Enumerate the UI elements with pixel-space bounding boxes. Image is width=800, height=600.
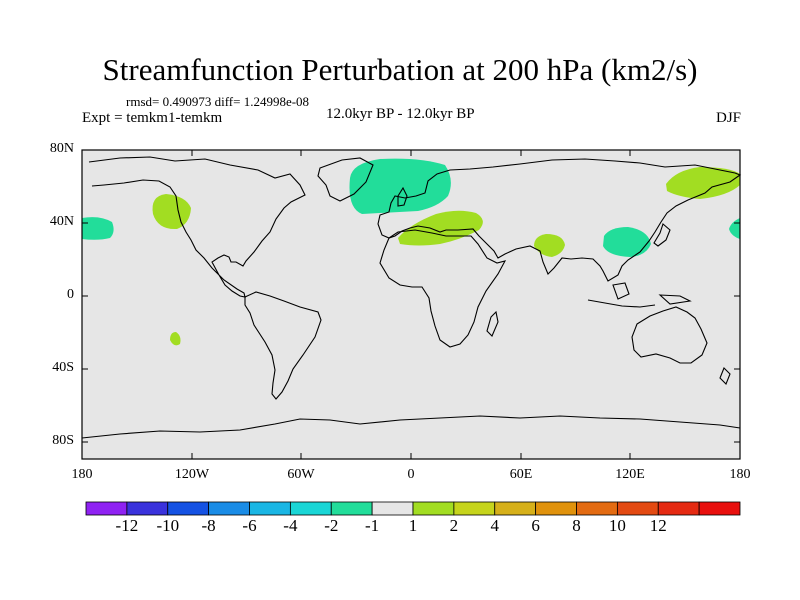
color-bar-swatch: [657, 501, 700, 516]
color-bar-swatch: [371, 501, 414, 516]
patch-mediterranean: [398, 210, 483, 246]
color-bar-label: -8: [201, 516, 216, 535]
coast-madagascar: [486, 310, 499, 337]
x-tick-label: 180: [729, 467, 751, 482]
color-bar-swatch: [249, 501, 291, 516]
anomaly-patches: [82, 158, 740, 346]
coast-japan: [653, 223, 671, 247]
coast-uk: [397, 186, 408, 207]
patch-west-pacific-left: [82, 217, 114, 240]
patch-south-pacific: [170, 332, 181, 346]
color-bar-swatch: [494, 501, 537, 516]
color-bar-label: -12: [115, 516, 139, 535]
coast-south-america: [244, 291, 322, 400]
y-tick-label: 0: [67, 287, 74, 302]
color-bar-swatch: [412, 501, 455, 516]
patch-india: [534, 234, 565, 257]
y-tick-label: 40S: [52, 360, 74, 375]
color-bar-label: -6: [242, 516, 257, 535]
experiment-label: Expt = temkm1-temkm: [82, 110, 223, 126]
color-bar-label: 12: [649, 516, 667, 535]
color-bar-label: 1: [408, 516, 418, 535]
color-bar-swatch: [698, 501, 741, 516]
x-tick-label: 60E: [509, 467, 533, 482]
color-bar-swatch: [126, 501, 169, 516]
color-bar-swatch: [85, 501, 128, 516]
color-bar-label: 8: [572, 516, 581, 535]
color-bar-swatch: [616, 501, 659, 516]
coast-indonesia: [587, 299, 656, 308]
color-bar-label: 2: [449, 516, 459, 535]
color-bar-swatch: [289, 501, 332, 516]
x-tick-label: 180: [71, 467, 93, 482]
season-label: DJF: [715, 110, 741, 126]
x-tick-label: 0: [407, 467, 415, 482]
coast-greenland: [317, 157, 374, 202]
color-bar-label: -2: [324, 516, 339, 535]
y-tick-label: 40N: [49, 214, 74, 229]
color-bar-swatch: [330, 501, 373, 516]
color-bar-label: 10: [608, 516, 626, 535]
color-bar-swatch: [535, 501, 577, 516]
x-tick-label: 120E: [615, 467, 645, 482]
coast-borneo: [612, 282, 630, 300]
coast-new-guinea: [658, 294, 692, 305]
coast-antarctica: [81, 415, 741, 439]
chart-title: Streamfunction Perturbation at 200 hPa (…: [102, 52, 698, 87]
color-bar-label: 4: [490, 516, 500, 535]
patch-north-america: [152, 194, 191, 230]
color-bar-label: 6: [531, 516, 540, 535]
coastlines: [81, 156, 742, 439]
color-bar-swatch: [208, 501, 250, 516]
coast-north-america: [88, 156, 306, 298]
axis-ticks: [81, 149, 741, 459]
coast-new-zealand: [719, 367, 731, 385]
x-tick-label: 60W: [287, 467, 315, 482]
color-bar-label: -4: [283, 516, 298, 535]
patch-east-asia: [603, 227, 651, 257]
y-tick-label: 80S: [52, 433, 74, 448]
coast-australia: [631, 306, 708, 364]
x-tick-label: 120W: [174, 467, 210, 482]
patch-north-pacific: [666, 167, 740, 199]
color-bar-label: -1: [365, 516, 380, 535]
color-bar-swatch: [453, 501, 496, 516]
y-tick-label: 80N: [49, 141, 74, 156]
coast-africa: [379, 229, 507, 348]
stats-text: rmsd= 0.490973 diff= 1.24998e-08: [126, 94, 310, 109]
period-label: 12.0kyr BP - 12.0kyr BP: [326, 106, 475, 122]
color-bar-label: -10: [156, 516, 180, 535]
patch-north-atlantic: [349, 158, 451, 214]
coast-eurasia: [377, 158, 742, 282]
color-bar-swatch: [167, 501, 210, 516]
color-bar-swatch: [576, 501, 618, 516]
